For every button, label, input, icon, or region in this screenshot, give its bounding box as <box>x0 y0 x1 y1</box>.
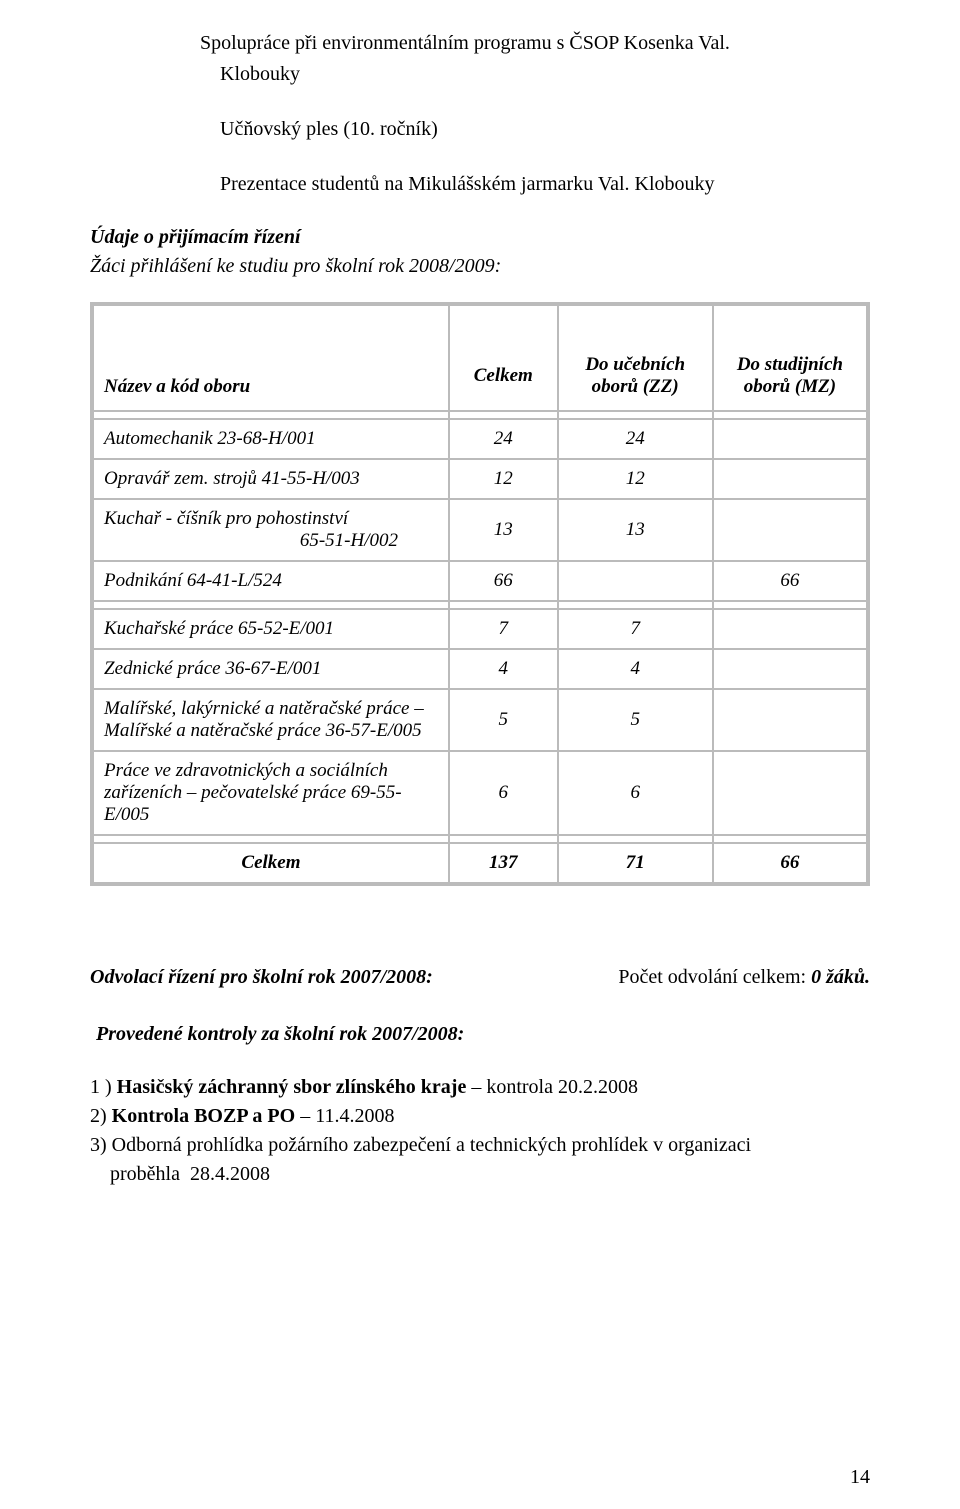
cell-mz <box>713 419 868 459</box>
appeal-right-em: 0 žáků. <box>811 966 870 988</box>
sum-label: Celkem <box>92 843 449 884</box>
sum-zz: 71 <box>558 843 713 884</box>
controls-list: 1 ) Hasičský záchranný sbor zlínského kr… <box>90 1074 870 1188</box>
cell-name: Opravář zem. strojů 41-55-H/003 <box>92 459 449 499</box>
admission-title: Údaje o přijímacím řízení <box>90 226 870 249</box>
th-name: Název a kód oboru <box>92 304 449 411</box>
appeal-line: Odvolací řízení pro školní rok 2007/2008… <box>90 966 870 989</box>
gap-row <box>92 835 868 843</box>
th-celkem: Celkem <box>449 304 558 411</box>
cell-celkem: 5 <box>449 689 558 751</box>
th-mz: Do studijních oborů (MZ) <box>713 304 868 411</box>
cell-name: Malířské, lakýrnické a natěračské práce … <box>92 689 449 751</box>
table-row: Podnikání 64-41-L/524 66 66 <box>92 561 868 601</box>
cell-name-line2: 65-51-H/002 <box>104 530 438 552</box>
intro-line-3: Učňovský ples (10. ročník) <box>220 116 870 143</box>
controls-item: proběhla 28.4.2008 <box>90 1161 870 1188</box>
table-row: Práce ve zdravotnických a sociálních zař… <box>92 751 868 835</box>
controls-item: 3) Odborná prohlídka požárního zabezpeče… <box>90 1132 870 1159</box>
table-sum-row: Celkem 137 71 66 <box>92 843 868 884</box>
cell-mz <box>713 649 868 689</box>
cell-zz <box>558 561 713 601</box>
table-row: Opravář zem. strojů 41-55-H/003 12 12 <box>92 459 868 499</box>
cell-mz <box>713 499 868 561</box>
page-number: 14 <box>850 1466 870 1489</box>
sum-celkem: 137 <box>449 843 558 884</box>
intro-line-4: Prezentace studentů na Mikulášském jarma… <box>220 171 870 198</box>
cell-zz: 7 <box>558 609 713 649</box>
cell-mz <box>713 459 868 499</box>
intro-line-2: Klobouky <box>220 61 870 88</box>
cell-name: Zednické práce 36-67-E/001 <box>92 649 449 689</box>
cell-mz <box>713 689 868 751</box>
table-row: Automechanik 23-68-H/001 24 24 <box>92 419 868 459</box>
cell-celkem: 7 <box>449 609 558 649</box>
controls-item: 2) Kontrola BOZP a PO – 11.4.2008 <box>90 1103 870 1130</box>
cell-mz <box>713 609 868 649</box>
table-row: Kuchař - číšník pro pohostinství 65-51-H… <box>92 499 868 561</box>
page: Spolupráce při environmentálním programu… <box>0 0 960 1509</box>
cell-mz: 66 <box>713 561 868 601</box>
cell-zz: 13 <box>558 499 713 561</box>
cell-celkem: 13 <box>449 499 558 561</box>
cell-celkem: 12 <box>449 459 558 499</box>
cell-celkem: 4 <box>449 649 558 689</box>
table-header-row: Název a kód oboru Celkem Do učebních obo… <box>92 304 868 411</box>
cell-mz <box>713 751 868 835</box>
appeal-right: Počet odvolání celkem: 0 žáků. <box>618 966 870 989</box>
cell-name-line1: Kuchař - číšník pro pohostinství <box>104 508 348 529</box>
cell-name: Práce ve zdravotnických a sociálních zař… <box>92 751 449 835</box>
table-row: Malířské, lakýrnické a natěračské práce … <box>92 689 868 751</box>
appeal-left: Odvolací řízení pro školní rok 2007/2008… <box>90 966 433 989</box>
cell-celkem: 24 <box>449 419 558 459</box>
table-row: Kuchařské práce 65-52-E/001 7 7 <box>92 609 868 649</box>
admission-subtitle: Žáci přihlášení ke studiu pro školní rok… <box>90 255 870 278</box>
cell-celkem: 6 <box>449 751 558 835</box>
cell-zz: 24 <box>558 419 713 459</box>
admission-table: Název a kód oboru Celkem Do učebních obo… <box>90 302 870 886</box>
cell-zz: 12 <box>558 459 713 499</box>
intro-line-1: Spolupráce při environmentálním programu… <box>200 30 870 57</box>
cell-name: Kuchař - číšník pro pohostinství 65-51-H… <box>92 499 449 561</box>
controls-bold: Hasičský záchranný sbor zlínského kraje <box>117 1076 467 1098</box>
gap-row <box>92 601 868 609</box>
appeal-right-pre: Počet odvolání celkem: <box>618 966 811 988</box>
cell-name: Podnikání 64-41-L/524 <box>92 561 449 601</box>
cell-celkem: 66 <box>449 561 558 601</box>
cell-zz: 4 <box>558 649 713 689</box>
cell-name: Kuchařské práce 65-52-E/001 <box>92 609 449 649</box>
cell-zz: 5 <box>558 689 713 751</box>
controls-bold: Kontrola BOZP a PO <box>112 1105 296 1127</box>
controls-item: 1 ) Hasičský záchranný sbor zlínského kr… <box>90 1074 870 1101</box>
cell-zz: 6 <box>558 751 713 835</box>
table-row: Zednické práce 36-67-E/001 4 4 <box>92 649 868 689</box>
cell-name: Automechanik 23-68-H/001 <box>92 419 449 459</box>
sum-mz: 66 <box>713 843 868 884</box>
controls-title: Provedené kontroly za školní rok 2007/20… <box>96 1023 870 1046</box>
th-zz: Do učebních oborů (ZZ) <box>558 304 713 411</box>
gap-row <box>92 411 868 419</box>
